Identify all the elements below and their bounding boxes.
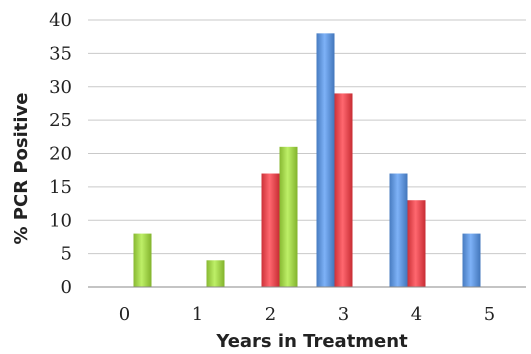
x-tick-label: 4 (411, 304, 422, 325)
y-tick-label: 25 (49, 110, 72, 131)
y-tick-label: 5 (61, 244, 72, 265)
x-tick-label: 0 (119, 304, 130, 325)
bar (261, 173, 280, 287)
x-tick-label: 5 (484, 304, 495, 325)
x-tick-label: 2 (265, 304, 276, 325)
bar (316, 33, 335, 287)
bar (462, 233, 481, 287)
y-tick-label: 35 (49, 43, 72, 64)
bar (407, 200, 426, 287)
y-tick-label: 15 (49, 177, 72, 198)
bar (206, 260, 225, 287)
y-axis-title: % PCR Positive (11, 93, 32, 245)
x-tick-label: 1 (192, 304, 203, 325)
bars (133, 33, 481, 287)
bar (334, 93, 353, 287)
x-tick-label: 3 (338, 304, 349, 325)
bar (389, 173, 408, 287)
y-tick-label: 40 (49, 10, 72, 31)
x-tick-labels: 0 1 2 3 4 5 (119, 304, 495, 325)
bar (133, 233, 152, 287)
y-tick-label: 0 (61, 277, 72, 298)
y-tick-label: 30 (49, 77, 72, 98)
y-tick-label: 20 (49, 144, 72, 165)
y-tick-labels: 0 5 10 15 20 25 30 35 40 (49, 10, 72, 298)
bar (279, 146, 298, 287)
x-axis-title: Years in Treatment (215, 331, 408, 352)
y-tick-label: 10 (49, 210, 72, 231)
gridlines (88, 19, 526, 288)
